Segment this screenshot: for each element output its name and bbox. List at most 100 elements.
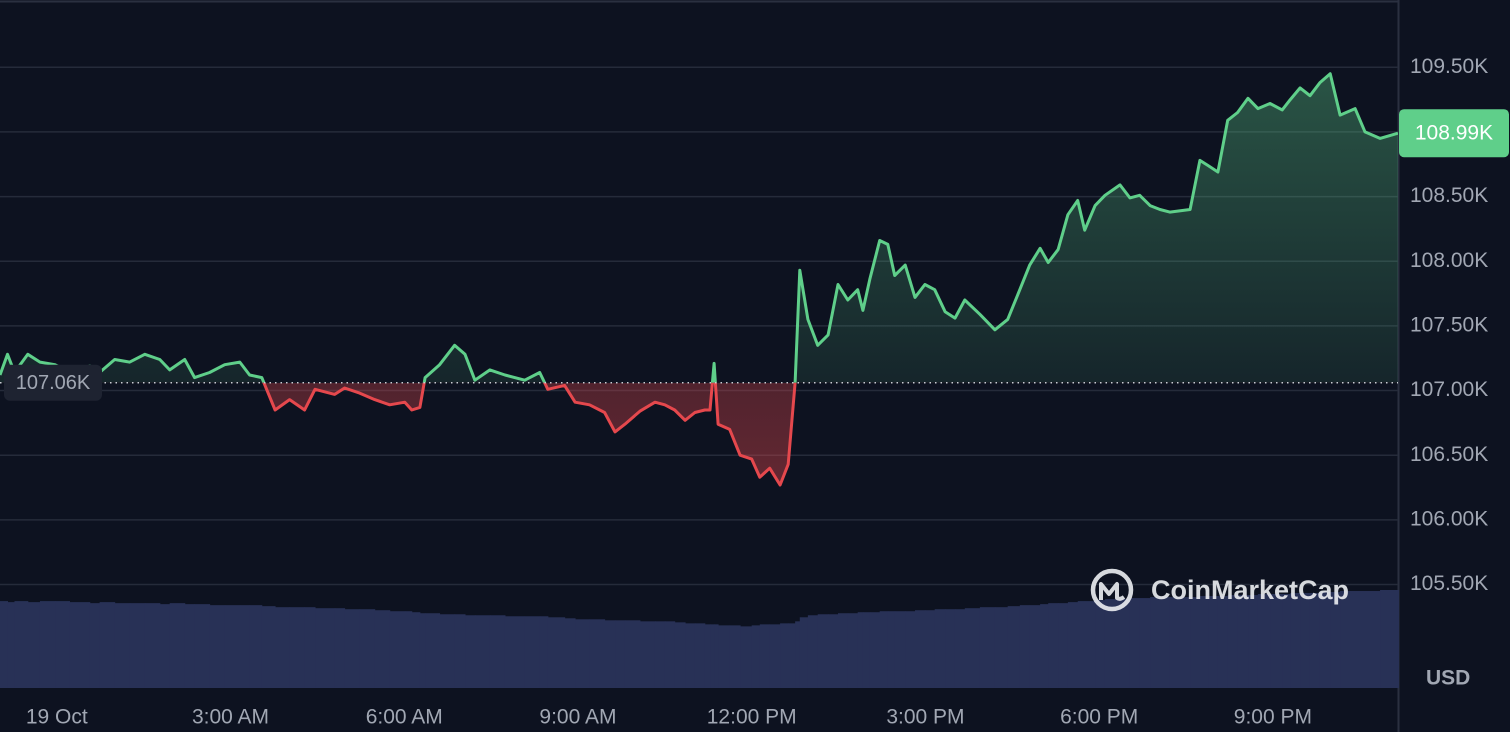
volume-bar <box>1248 595 1259 688</box>
volume-bar <box>575 619 591 688</box>
volume-bar <box>1067 602 1079 688</box>
volume-bar <box>209 605 226 688</box>
volume-bar <box>374 610 391 688</box>
volume-bar <box>924 610 936 688</box>
volume-bar <box>344 609 361 688</box>
volume-bar <box>129 603 146 688</box>
volume-bar <box>664 621 676 688</box>
x-tick-label: 9:00 AM <box>539 706 616 729</box>
volume-bar <box>1084 601 1096 688</box>
volume-bar <box>1019 605 1031 688</box>
volume-bar <box>674 622 686 688</box>
x-tick-label: 3:00 AM <box>192 706 269 729</box>
volume-bar <box>1257 594 1271 688</box>
volume-bar <box>249 605 263 688</box>
volume-bar <box>1208 596 1219 688</box>
x-tick-label: 6:00 PM <box>1060 706 1138 729</box>
volume-bar <box>862 612 871 688</box>
volume-bar <box>654 621 666 688</box>
volume-bar <box>795 621 801 688</box>
volume-bar <box>7 602 15 688</box>
volume-bar <box>474 615 491 688</box>
volume-bar <box>1104 599 1121 688</box>
volume-bar <box>1029 605 1041 688</box>
volume-bar <box>1380 590 1399 688</box>
current-price-box <box>1399 109 1509 158</box>
volume-bar <box>1058 603 1069 688</box>
volume-bar <box>439 614 456 688</box>
volume-bar <box>1190 597 1201 688</box>
volume-bar <box>879 611 889 688</box>
volume-bar <box>27 602 41 688</box>
volume-bar <box>14 601 29 688</box>
volume-bar <box>194 604 211 688</box>
volume <box>0 590 1399 688</box>
volume-bar <box>954 609 966 688</box>
volume-bar <box>1139 598 1151 688</box>
price-line-above <box>0 72 1398 383</box>
volume-bar <box>184 604 196 688</box>
volume-bar <box>887 611 896 688</box>
volume-bar <box>807 615 819 688</box>
volume-bar <box>994 607 1009 688</box>
y-tick-label: 108.00K <box>1410 249 1488 272</box>
volume-bar <box>759 624 771 688</box>
watermark: CoinMarketCap <box>1090 568 1349 612</box>
volume-bar <box>1355 591 1366 688</box>
volume-bar <box>114 603 131 688</box>
volume-bar <box>1048 603 1059 688</box>
volume-bar <box>1300 593 1311 688</box>
price-line-below <box>262 382 797 487</box>
volume-bar <box>604 620 616 688</box>
volume-bar <box>1120 599 1131 688</box>
baseline-label: 107.06K <box>16 372 91 394</box>
y-tick-label: 109.50K <box>1410 55 1488 78</box>
x-tick-label: 12:00 PM <box>707 706 797 729</box>
volume-bar <box>1330 592 1341 688</box>
volume-bar <box>769 624 781 688</box>
volume-bar <box>934 609 946 688</box>
volume-bar <box>1217 596 1229 688</box>
volume-bar <box>1040 604 1049 688</box>
volume-bar <box>847 613 859 688</box>
currency-label: USD <box>1426 667 1470 690</box>
volume-bar <box>704 624 711 688</box>
volume-bar <box>144 603 161 688</box>
volume-bar <box>639 621 656 688</box>
volume-bar <box>69 602 91 688</box>
volume-bar <box>389 611 406 688</box>
volume-bar <box>1309 593 1321 688</box>
x-tick-label: 19 Oct <box>26 706 88 729</box>
volume-bar <box>1364 591 1381 688</box>
volume-bar <box>99 602 116 688</box>
volume-bar <box>817 614 829 688</box>
volume-bar <box>869 612 881 688</box>
watermark-text: CoinMarketCap <box>1151 575 1349 605</box>
volume-bar <box>857 612 864 688</box>
volume-bar <box>1227 595 1239 688</box>
x-tick-label: 3:00 PM <box>886 706 964 729</box>
volume-bar <box>539 616 549 688</box>
y-tick-label: 105.50K <box>1410 572 1488 595</box>
volume-bar <box>289 607 306 688</box>
volume-bar <box>740 626 753 688</box>
labels: 105.50K 106.00K 106.50K 107.00K 107.50K 108.0… <box>4 55 1509 729</box>
volume-bar <box>275 607 291 688</box>
plot <box>0 72 1398 487</box>
watermark-logo-mark <box>1099 582 1126 601</box>
volume-bar <box>411 612 421 688</box>
volume-bar <box>799 617 809 688</box>
volume-bar <box>624 620 641 688</box>
volume-bar <box>547 617 566 688</box>
volume-bar <box>964 608 981 688</box>
volume-bar <box>304 607 316 688</box>
volume-bar <box>894 611 906 688</box>
volume-bar <box>1340 591 1356 688</box>
volume-bar <box>1398 590 1399 688</box>
volume-bar <box>39 601 56 688</box>
volume-bar <box>1159 597 1171 688</box>
volume-bar <box>159 604 171 688</box>
volume-bar <box>1077 601 1086 688</box>
